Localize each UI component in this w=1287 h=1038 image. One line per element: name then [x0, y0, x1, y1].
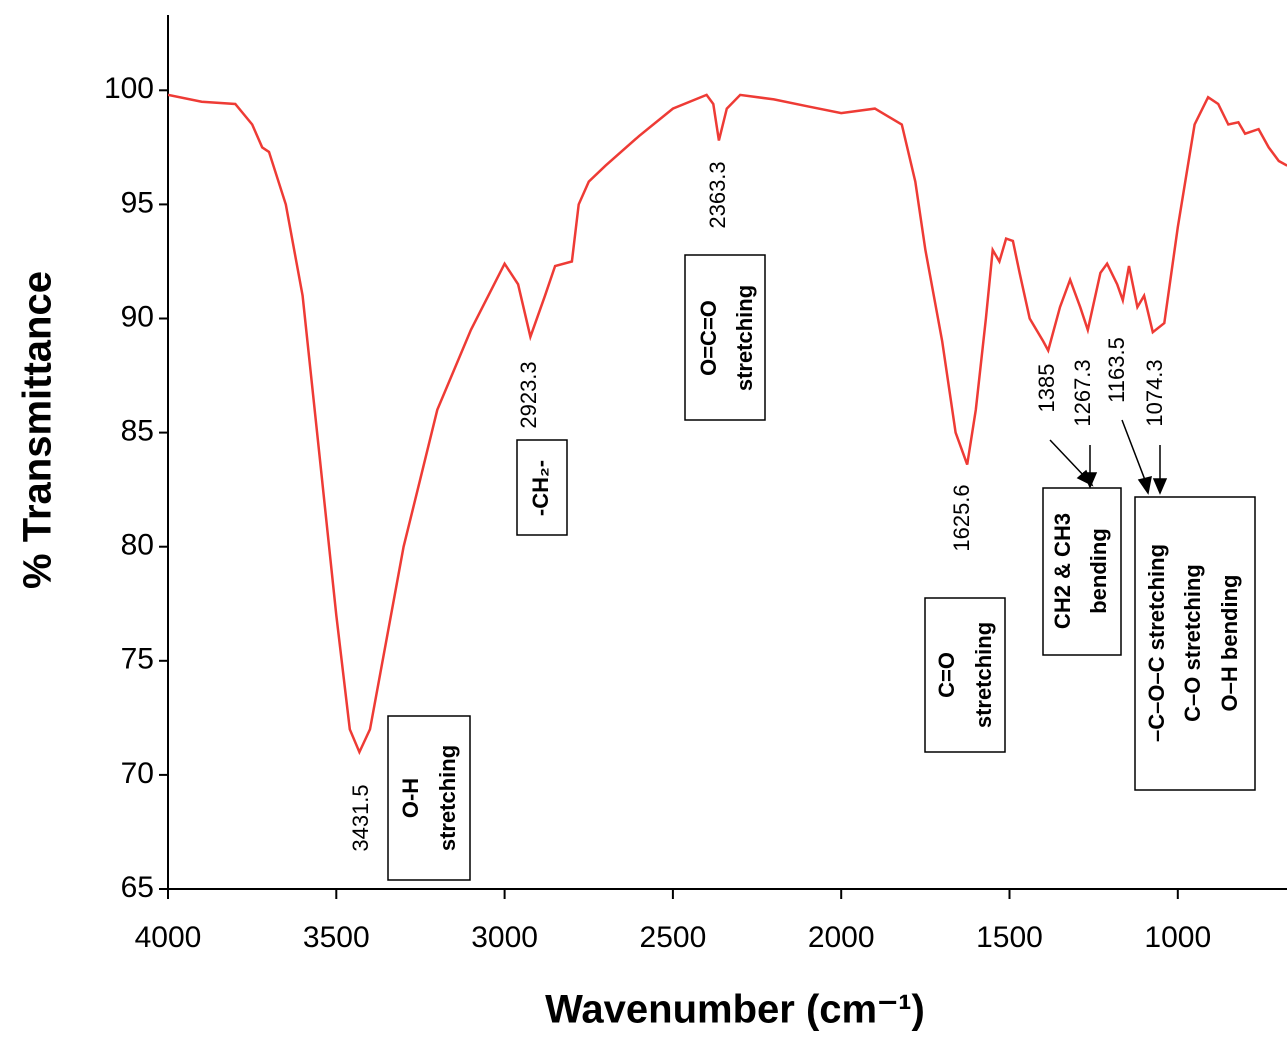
peak-label: 3431.5: [348, 784, 373, 851]
note-box: [924, 597, 1006, 753]
note-text: C–O stretching: [1180, 564, 1205, 722]
x-tick-label: 2500: [640, 921, 707, 954]
y-tick-label: 70: [121, 757, 154, 790]
peak-label: 1074.3: [1142, 359, 1167, 426]
peak-label: 1163.5: [1104, 337, 1129, 403]
note-text: -CH₂-: [528, 460, 553, 516]
y-tick-label: 85: [121, 415, 154, 448]
arrow-head: [1082, 472, 1098, 489]
note-box: [516, 439, 568, 536]
peak-label: 2363.3: [705, 161, 730, 228]
x-tick-label: 3500: [303, 921, 370, 954]
x-axis-title: Wavenumber (cm⁻¹): [545, 988, 925, 1032]
note-text: O–H bending: [1217, 575, 1242, 712]
x-tick-label: 1000: [1144, 921, 1211, 954]
y-tick-label: 65: [121, 871, 154, 904]
y-tick-label: 80: [121, 529, 154, 562]
note-text: O=C=O: [696, 300, 721, 376]
note-text: bending: [1086, 528, 1111, 614]
y-tick-label: 100: [104, 72, 154, 105]
spectrum-line: [168, 93, 1287, 756]
arrow: [1049, 439, 1087, 479]
note-box: [684, 254, 766, 421]
peak-label: 2923.3: [516, 361, 541, 428]
annotation-boxes: [387, 254, 1256, 881]
note-text: –C–O–C stretching: [1144, 544, 1169, 742]
note-text: stretching: [732, 285, 757, 391]
note-text: O-H: [398, 778, 423, 818]
note-box: [1134, 496, 1256, 791]
arrow-head: [1152, 478, 1168, 495]
x-tick-label: 1500: [976, 921, 1043, 954]
peak-label: 1267.3: [1070, 359, 1095, 426]
x-tick-label: 4000: [135, 921, 202, 954]
x-tick-label: 3000: [471, 921, 538, 954]
note-box: [1042, 487, 1122, 656]
peak-label: 1385: [1034, 364, 1059, 413]
x-tick-label: 2000: [808, 921, 875, 954]
peak-label: 1625.6: [949, 484, 974, 551]
arrow-head: [1137, 475, 1152, 495]
y-tick-label: 95: [121, 186, 154, 219]
note-text: C=O: [934, 652, 959, 698]
y-axis-title: % Transmittance: [16, 271, 60, 589]
y-tick-label: 75: [121, 643, 154, 676]
arrow: [1121, 419, 1146, 481]
y-tick-label: 90: [121, 300, 154, 333]
note-box: [387, 715, 471, 881]
arrows: [1049, 419, 1168, 495]
note-text: stretching: [971, 622, 996, 728]
note-text: stretching: [435, 745, 460, 851]
note-text: CH2 & CH3: [1050, 513, 1075, 629]
